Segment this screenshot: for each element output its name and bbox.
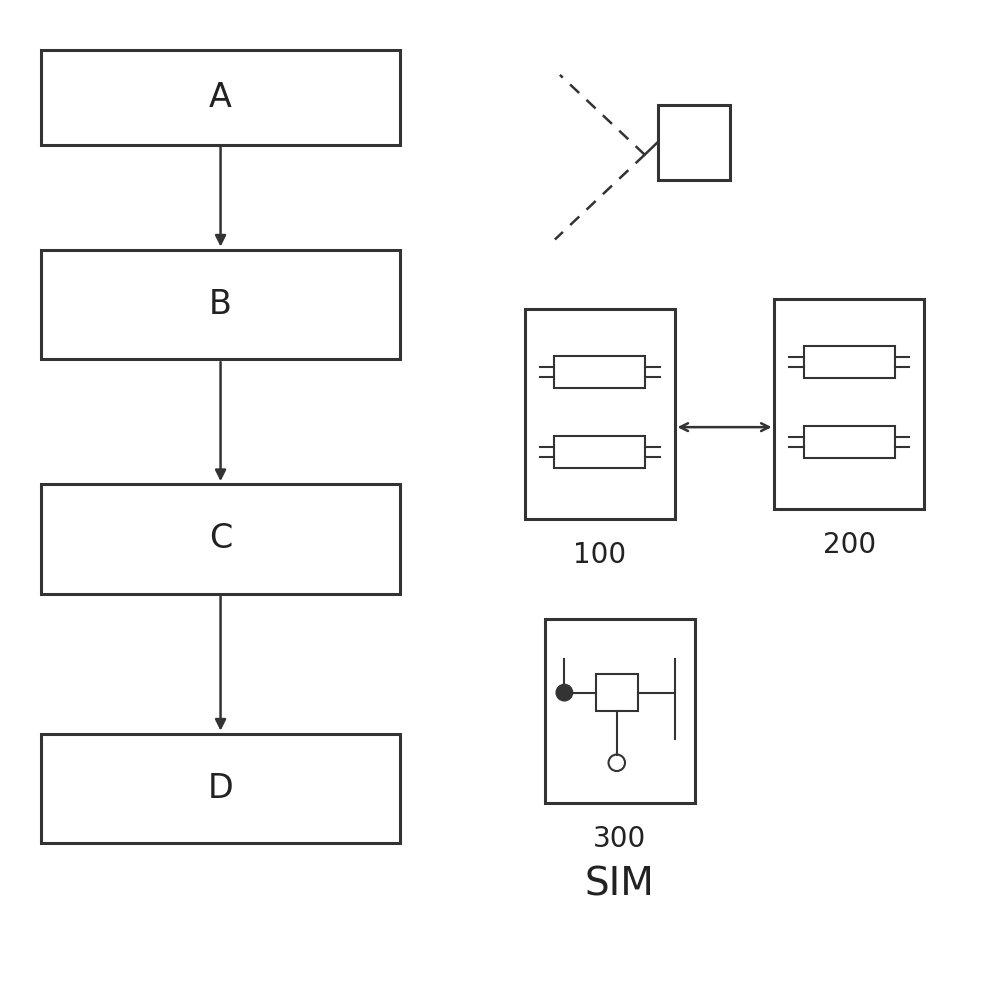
Text: A: A bbox=[209, 81, 232, 114]
Bar bbox=[596, 675, 638, 712]
Bar bbox=[545, 619, 695, 803]
Circle shape bbox=[556, 685, 573, 701]
Bar bbox=[804, 426, 895, 458]
Bar bbox=[41, 250, 400, 359]
Text: C: C bbox=[209, 522, 232, 556]
Text: 200: 200 bbox=[823, 531, 876, 559]
Text: D: D bbox=[208, 771, 233, 805]
Bar bbox=[804, 346, 895, 378]
Bar bbox=[774, 299, 924, 509]
Bar bbox=[525, 309, 675, 519]
Text: B: B bbox=[209, 287, 232, 321]
Bar bbox=[41, 50, 400, 145]
Bar bbox=[658, 105, 730, 180]
Text: 100: 100 bbox=[573, 541, 626, 569]
Bar bbox=[554, 356, 645, 388]
Text: SIM: SIM bbox=[585, 865, 655, 903]
Bar bbox=[554, 436, 645, 468]
Bar bbox=[41, 734, 400, 843]
Text: 300: 300 bbox=[593, 825, 646, 853]
Bar bbox=[41, 484, 400, 594]
